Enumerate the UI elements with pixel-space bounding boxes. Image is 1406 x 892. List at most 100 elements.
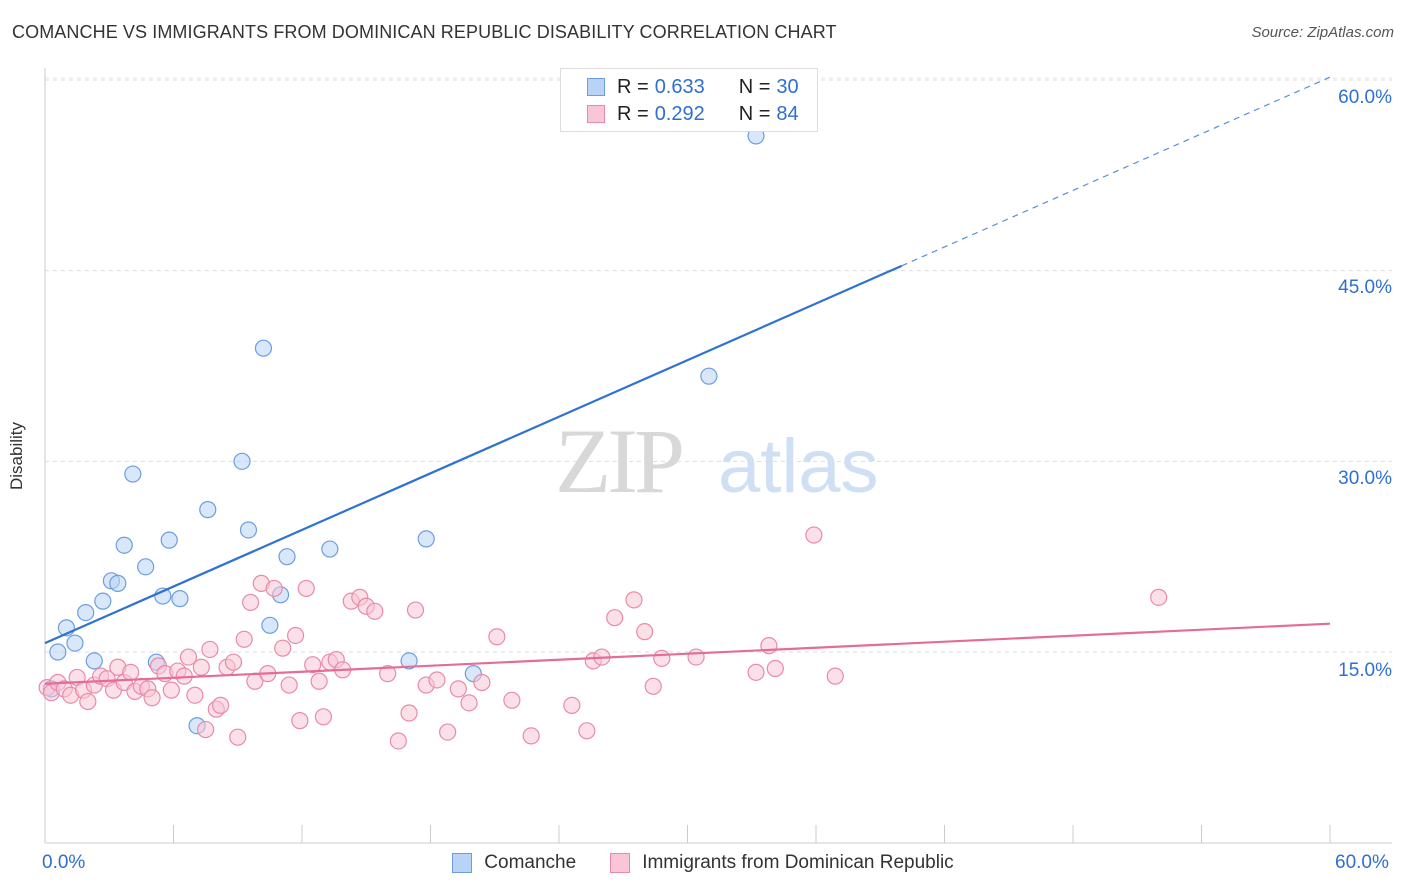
comanche-point [417, 530, 435, 548]
r-label: R = [617, 102, 649, 125]
comanche-point [94, 592, 112, 610]
dominican-point [235, 630, 253, 648]
dominican-point [79, 692, 97, 711]
comanche-swatch [587, 78, 605, 96]
x-tick-label-max: 60.0% [1335, 852, 1389, 873]
dominican-point [314, 708, 333, 726]
dominican-point [304, 656, 322, 674]
comanche-point [115, 536, 133, 554]
dominican-point [192, 658, 210, 676]
n-value: 30 [776, 75, 799, 98]
dominican-point [636, 623, 654, 641]
comanche-point [239, 521, 258, 539]
comanche-point [124, 465, 142, 483]
dominican-point [179, 648, 198, 666]
comanche-point [109, 574, 127, 592]
chart-title: COMANCHE VS IMMIGRANTS FROM DOMINICAN RE… [12, 22, 837, 42]
comanche-point [49, 643, 67, 661]
dominican-point [229, 728, 247, 746]
comanche-point [700, 367, 718, 385]
dominican-legend-swatch [610, 853, 631, 873]
r-value: 0.633 [654, 75, 705, 98]
dominican-point [439, 723, 457, 741]
dominican-point [687, 648, 705, 666]
watermark-atlas: atlas [718, 424, 879, 509]
y-tick-label-30: 30.0% [1338, 468, 1392, 489]
dominican-point [286, 626, 305, 645]
dominican-point [653, 649, 671, 667]
dominican-point [197, 720, 215, 739]
dominican-point [143, 689, 161, 707]
dominican-point [122, 663, 140, 681]
legend-row-dominican: R = 0.292 N = 84 [587, 102, 799, 126]
comanche-legend-swatch [452, 853, 473, 873]
dominican-point [379, 665, 397, 683]
series-legend: Comanche Immigrants from Dominican Repub… [0, 852, 1406, 874]
r-label: R = [617, 75, 649, 98]
dominican-point [162, 681, 180, 699]
y-tick-label-60: 60.0% [1338, 87, 1392, 108]
dominican-swatch [587, 105, 605, 123]
dominican-point [625, 591, 643, 609]
dominican-point [366, 602, 384, 620]
r-value: 0.292 [654, 102, 705, 125]
comanche-point [233, 452, 251, 470]
n-label: N = [738, 102, 771, 125]
y-tick-label-15: 15.0% [1338, 660, 1392, 681]
comanche-trend-extension [901, 76, 1331, 267]
dominican-point [201, 640, 219, 659]
legend-label: Comanche [484, 852, 577, 873]
n-value: 84 [776, 102, 799, 125]
dominican-point [274, 639, 292, 657]
dominican-point [400, 704, 418, 722]
legend-item-dominican[interactable]: Immigrants from Dominican Republic [610, 852, 954, 874]
dominican-point [265, 579, 283, 598]
dominican-point [428, 671, 446, 689]
legend-item-comanche[interactable]: Comanche [452, 852, 576, 874]
comanche-trend-line [44, 264, 903, 645]
comanche-point [160, 531, 178, 549]
dominican-point [805, 526, 823, 544]
dominican-point [826, 667, 844, 685]
dominican-point [186, 686, 204, 704]
dominican-point [563, 696, 581, 714]
dominican-point [389, 732, 407, 750]
watermark-zip: ZIP [555, 410, 682, 512]
comanche-point [261, 616, 279, 634]
source-credit: Source: ZipAtlas.com [1251, 24, 1394, 41]
comanche-point [254, 339, 273, 357]
dominican-point [766, 659, 784, 678]
y-tick-label-45: 45.0% [1338, 277, 1392, 298]
comanche-point [321, 540, 339, 558]
comanche-point [66, 634, 84, 652]
dominican-point [488, 628, 506, 646]
dominican-point [242, 593, 260, 612]
dominican-point [291, 712, 309, 730]
dominican-point [460, 694, 478, 712]
comanche-point [400, 652, 418, 670]
dominican-point [747, 663, 765, 681]
correlation-legend: R = 0.633 N = 30 R = 0.292 N = 84 [560, 68, 818, 132]
dominican-point [212, 696, 230, 714]
dominican-point [644, 677, 662, 695]
dominican-point [406, 601, 425, 619]
comanche-point [278, 548, 296, 566]
dominican-point [1150, 588, 1168, 606]
dominican-point [224, 653, 243, 671]
y-axis-label: Disability [7, 421, 26, 491]
comanche-point [85, 652, 103, 670]
comanche-point [171, 590, 189, 608]
dominican-point [606, 609, 624, 627]
x-tick-label-min: 0.0% [42, 852, 86, 873]
dominican-trend-line [44, 622, 1331, 685]
dominican-point [473, 673, 491, 692]
dominican-point [578, 722, 596, 740]
dominican-point [297, 579, 315, 598]
comanche-point [199, 501, 217, 519]
legend-row-comanche: R = 0.633 N = 30 [587, 75, 799, 99]
legend-label: Immigrants from Dominican Republic [642, 852, 954, 873]
dominican-point [280, 676, 298, 694]
dominican-point [449, 680, 467, 698]
comanche-point [77, 603, 95, 622]
